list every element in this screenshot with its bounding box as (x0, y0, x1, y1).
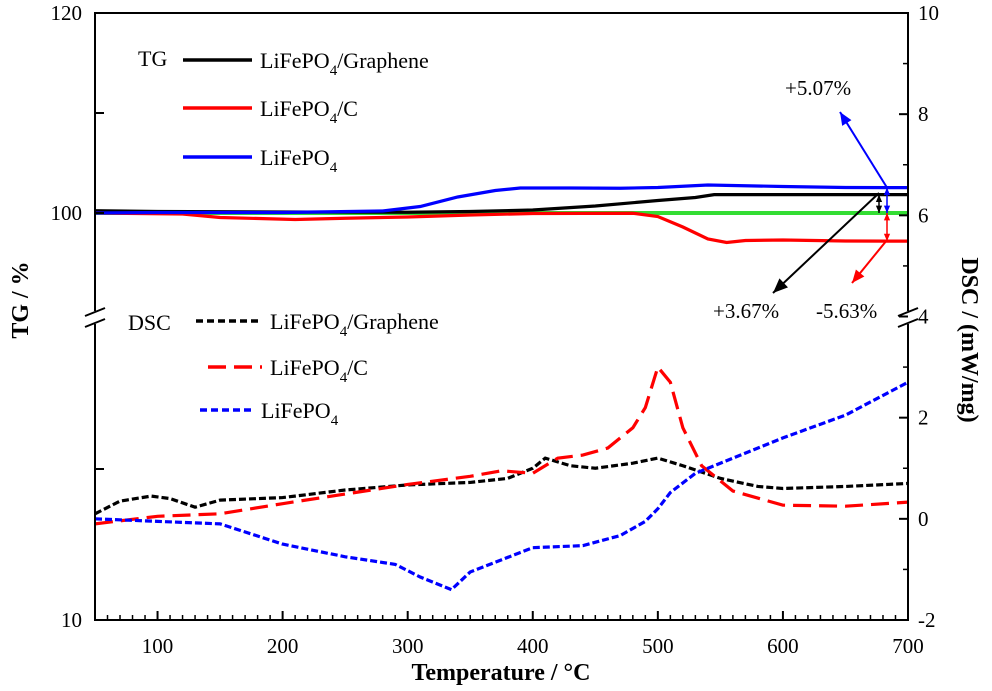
annotation-blue-gain: +5.07% (785, 76, 851, 100)
x-tick-label: 400 (517, 634, 549, 658)
dsc-series-lifepo4-c (95, 363, 908, 526)
dsc-legend-label: LiFePO4 (261, 398, 339, 429)
right-tick-label: 2 (918, 406, 929, 430)
left-tick-label: 120 (51, 1, 83, 25)
x-tick-label: 600 (767, 634, 799, 658)
tg-legend-label: LiFePO4/Graphene (260, 48, 429, 79)
annotation-graphene-gain: +3.67% (713, 299, 779, 323)
arrow-head (875, 194, 883, 203)
arrow-head (883, 233, 891, 242)
arrow-head (840, 112, 852, 126)
dsc-series-lifepo4-graphene (95, 456, 908, 516)
axis-break-mark (84, 307, 106, 317)
x-tick-label: 300 (392, 634, 424, 658)
tg-series-lifepo4 (95, 183, 908, 215)
right-tick-label: 8 (918, 102, 929, 126)
left-tick-label: 10 (61, 608, 82, 632)
arrow-line (839, 111, 888, 189)
x-tick-label: 100 (142, 634, 174, 658)
right-tick-label: -2 (918, 608, 936, 632)
right-tick-label: 6 (918, 203, 929, 227)
right-tick-label: 4 (918, 305, 929, 329)
axis-break-mark (897, 307, 919, 317)
dsc-legend-header: DSC (128, 310, 171, 335)
arrow-line (772, 192, 880, 294)
plot-frame (94, 12, 909, 621)
right-axis-title: DSC / (mW/mg) (956, 257, 982, 422)
tg-series-lifepo4-c (95, 211, 908, 245)
arrow-head (852, 269, 865, 283)
left-tick-label: 100 (51, 201, 83, 225)
dsc-legend-label: LiFePO4/Graphene (270, 309, 439, 340)
x-tick-label: 500 (642, 634, 674, 658)
tg-series-lifepo4-graphene (95, 193, 908, 214)
axis-break-mark (84, 318, 106, 328)
right-tick-label: 0 (918, 507, 929, 531)
arrow-head (773, 278, 788, 293)
arrow-head (875, 205, 883, 213)
dsc-series-lifepo4 (95, 380, 908, 592)
axis-break-mark (897, 318, 919, 328)
right-tick-label: 10 (918, 1, 939, 25)
x-axis-title: Temperature / °C (412, 660, 591, 686)
arrow-head (883, 213, 891, 221)
arrow-head (883, 205, 891, 213)
arrow-head (883, 187, 891, 196)
tg-legend-label: LiFePO4/C (260, 96, 358, 127)
x-tick-label: 700 (892, 634, 924, 658)
left-axis-title: TG / % (8, 261, 34, 338)
dsc-legend-label: LiFePO4/C (270, 355, 368, 386)
tg-legend-label: LiFePO4 (260, 145, 338, 176)
x-tick-label: 200 (267, 634, 299, 658)
tg-legend-header: TG (138, 46, 167, 71)
annotation-c-loss: -5.63% (816, 299, 877, 323)
